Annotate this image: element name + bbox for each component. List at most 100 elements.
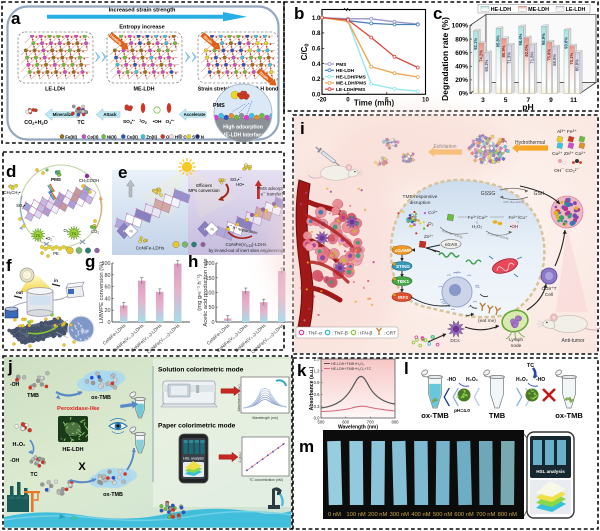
svg-text:80.9%: 80.9%: [501, 45, 506, 57]
svg-text:SO₄•¯: SO₄•¯: [230, 177, 242, 182]
svg-text:disruption: disruption: [410, 200, 431, 206]
svg-text:800 nM: 800 nM: [498, 512, 518, 518]
svg-text:Increased strain strength: Increased strain strength: [109, 8, 176, 14]
svg-text:TC: TC: [77, 120, 84, 126]
svg-text:Absorbance (a.u.): Absorbance (a.u.): [309, 366, 315, 410]
svg-text:0: 0: [108, 320, 111, 326]
svg-text:Degradation rate (%): Degradation rate (%): [440, 17, 450, 101]
svg-text:60.8%: 60.8%: [575, 59, 580, 71]
svg-text:c: c: [433, 4, 442, 23]
svg-text:700: 700: [367, 420, 375, 425]
svg-text:PMS: PMS: [336, 62, 347, 68]
svg-text:: TNF-α: : TNF-α: [306, 331, 323, 337]
svg-text:700 nM: 700 nM: [476, 512, 496, 518]
svg-text:98.4%: 98.4%: [518, 33, 523, 45]
svg-text:60: 60: [105, 285, 111, 291]
svg-text:0.9: 0.9: [314, 380, 320, 385]
svg-text:PMS: PMS: [51, 177, 61, 182]
svg-text:Zn(II): Zn(II): [146, 134, 157, 139]
svg-text:60%: 60%: [455, 50, 468, 57]
svg-text:74.2%: 74.2%: [479, 50, 484, 62]
svg-text:Fe: Fe: [204, 228, 208, 232]
svg-text:100%: 100%: [452, 23, 469, 30]
svg-text:TC: TC: [72, 232, 77, 236]
svg-text:92.1%: 92.1%: [473, 38, 478, 50]
svg-text:m: m: [299, 437, 314, 456]
svg-text:ox-TMB: ox-TMB: [103, 492, 123, 498]
svg-text:TC: TC: [36, 234, 41, 238]
svg-text:Cell: Cell: [545, 292, 553, 298]
svg-text:500 nM: 500 nM: [433, 512, 453, 518]
svg-text:cGAS: cGAS: [445, 242, 458, 247]
svg-text:Strain: Strain: [202, 35, 213, 45]
svg-text:HE-LDH: HE-LDH: [336, 68, 355, 74]
svg-text:e¯ h⁺ separation: e¯ h⁺ separation: [227, 224, 259, 235]
svg-text:Strain: Strain: [258, 71, 269, 81]
svg-text:0.4: 0.4: [312, 61, 321, 68]
svg-text:5: 5: [504, 97, 508, 104]
svg-text:: CRT: : CRT: [384, 331, 397, 337]
svg-text:CO₂: CO₂: [91, 229, 99, 234]
svg-text:95.8%: 95.8%: [496, 35, 501, 47]
svg-text:TC: TC: [30, 472, 37, 478]
svg-text:68.5%: 68.5%: [552, 54, 557, 66]
svg-text:GPx-like activity: GPx-like activity: [503, 200, 525, 204]
svg-text:GSSG: GSSG: [481, 191, 496, 197]
svg-text:20%: 20%: [455, 77, 468, 84]
svg-text:C: C: [183, 134, 187, 139]
svg-text:ox-TMB: ox-TMB: [421, 411, 449, 420]
svg-text:0 nM: 0 nM: [328, 512, 341, 518]
svg-text:TC concentration (nM): TC concentration (nM): [249, 478, 283, 482]
svg-text:node: node: [511, 343, 522, 349]
svg-text:H: H: [175, 134, 178, 139]
svg-text:Lymph: Lymph: [509, 337, 524, 343]
svg-text:CoNiFe-LDHs: CoNiFe-LDHs: [136, 246, 165, 251]
svg-text:LMWPE conversion (%): LMWPE conversion (%): [99, 262, 105, 324]
svg-text:Fe: Fe: [123, 230, 127, 234]
svg-text:in: in: [54, 278, 58, 283]
svg-text:Acetic acid production rate: Acetic acid production rate: [203, 258, 209, 326]
svg-text:O2•-: O2•-: [166, 119, 175, 125]
svg-text:•OH: •OH: [153, 119, 162, 125]
svg-text:IRF3: IRF3: [398, 295, 408, 300]
svg-text:71.3%: 71.3%: [507, 52, 512, 64]
svg-text:HE-LDH Interface: HE-LDH Interface: [222, 133, 265, 139]
svg-text:150: 150: [206, 276, 215, 282]
svg-text:HE-LDH: HE-LDH: [491, 7, 511, 13]
svg-text:ME-LDH/PMS: ME-LDH/PMS: [336, 81, 367, 87]
svg-text:200 nM: 200 nM: [368, 512, 388, 518]
svg-text:Cu(II): Cu(II): [127, 134, 139, 139]
svg-text:by in-and-out of inert sites e: by in-and-out of inert sites engineering: [209, 248, 284, 253]
svg-text:GSH: GSH: [534, 191, 545, 197]
svg-text:pH=4.0: pH=4.0: [454, 408, 470, 414]
svg-text:Peroxidase-like: Peroxidase-like: [57, 406, 100, 412]
svg-text:71.8%: 71.8%: [529, 51, 534, 63]
svg-text:CoNiFe(V0.33)-LDHs: CoNiFe(V0.33)-LDHs: [226, 242, 268, 248]
svg-text:100 nM: 100 nM: [346, 512, 366, 518]
svg-text:(eat me): (eat me): [478, 318, 496, 324]
svg-text:Solution colorimetric mode: Solution colorimetric mode: [158, 367, 244, 374]
svg-text:Fe³⁺/Cu²⁺: Fe³⁺/Cu²⁺: [468, 215, 489, 220]
svg-text:L (a.u.): L (a.u.): [238, 452, 242, 463]
svg-text:Fe(III): Fe(III): [65, 134, 77, 139]
svg-text:-HO: -HO: [447, 377, 456, 383]
svg-text:H₂O₂: H₂O₂: [472, 224, 483, 229]
svg-text:98.9%: 98.9%: [541, 33, 546, 45]
svg-text:50: 50: [209, 305, 215, 311]
svg-text:100: 100: [206, 291, 215, 297]
svg-text:O: O: [166, 134, 170, 139]
svg-text:11: 11: [570, 97, 577, 104]
svg-text:e¯ transfer⇅: e¯ transfer⇅: [261, 192, 286, 197]
svg-text:Mineralize: Mineralize: [53, 112, 74, 117]
svg-text:H₂O₂: H₂O₂: [466, 377, 478, 383]
svg-text:Zn²⁺: Zn²⁺: [424, 234, 434, 239]
svg-text:TME-responsive: TME-responsive: [403, 194, 438, 200]
svg-text:H₂O₂: H₂O₂: [516, 377, 528, 383]
svg-text:X: X: [78, 461, 86, 473]
svg-text:POD-like activity: POD-like activity: [441, 229, 464, 240]
svg-text:Hydrothermal: Hydrothermal: [515, 140, 545, 146]
svg-text:TC: TC: [527, 363, 534, 369]
svg-text:: IFN-β: : IFN-β: [358, 331, 373, 337]
svg-text:40%: 40%: [455, 64, 468, 71]
svg-text:Co²⁺: Co²⁺: [428, 210, 438, 215]
